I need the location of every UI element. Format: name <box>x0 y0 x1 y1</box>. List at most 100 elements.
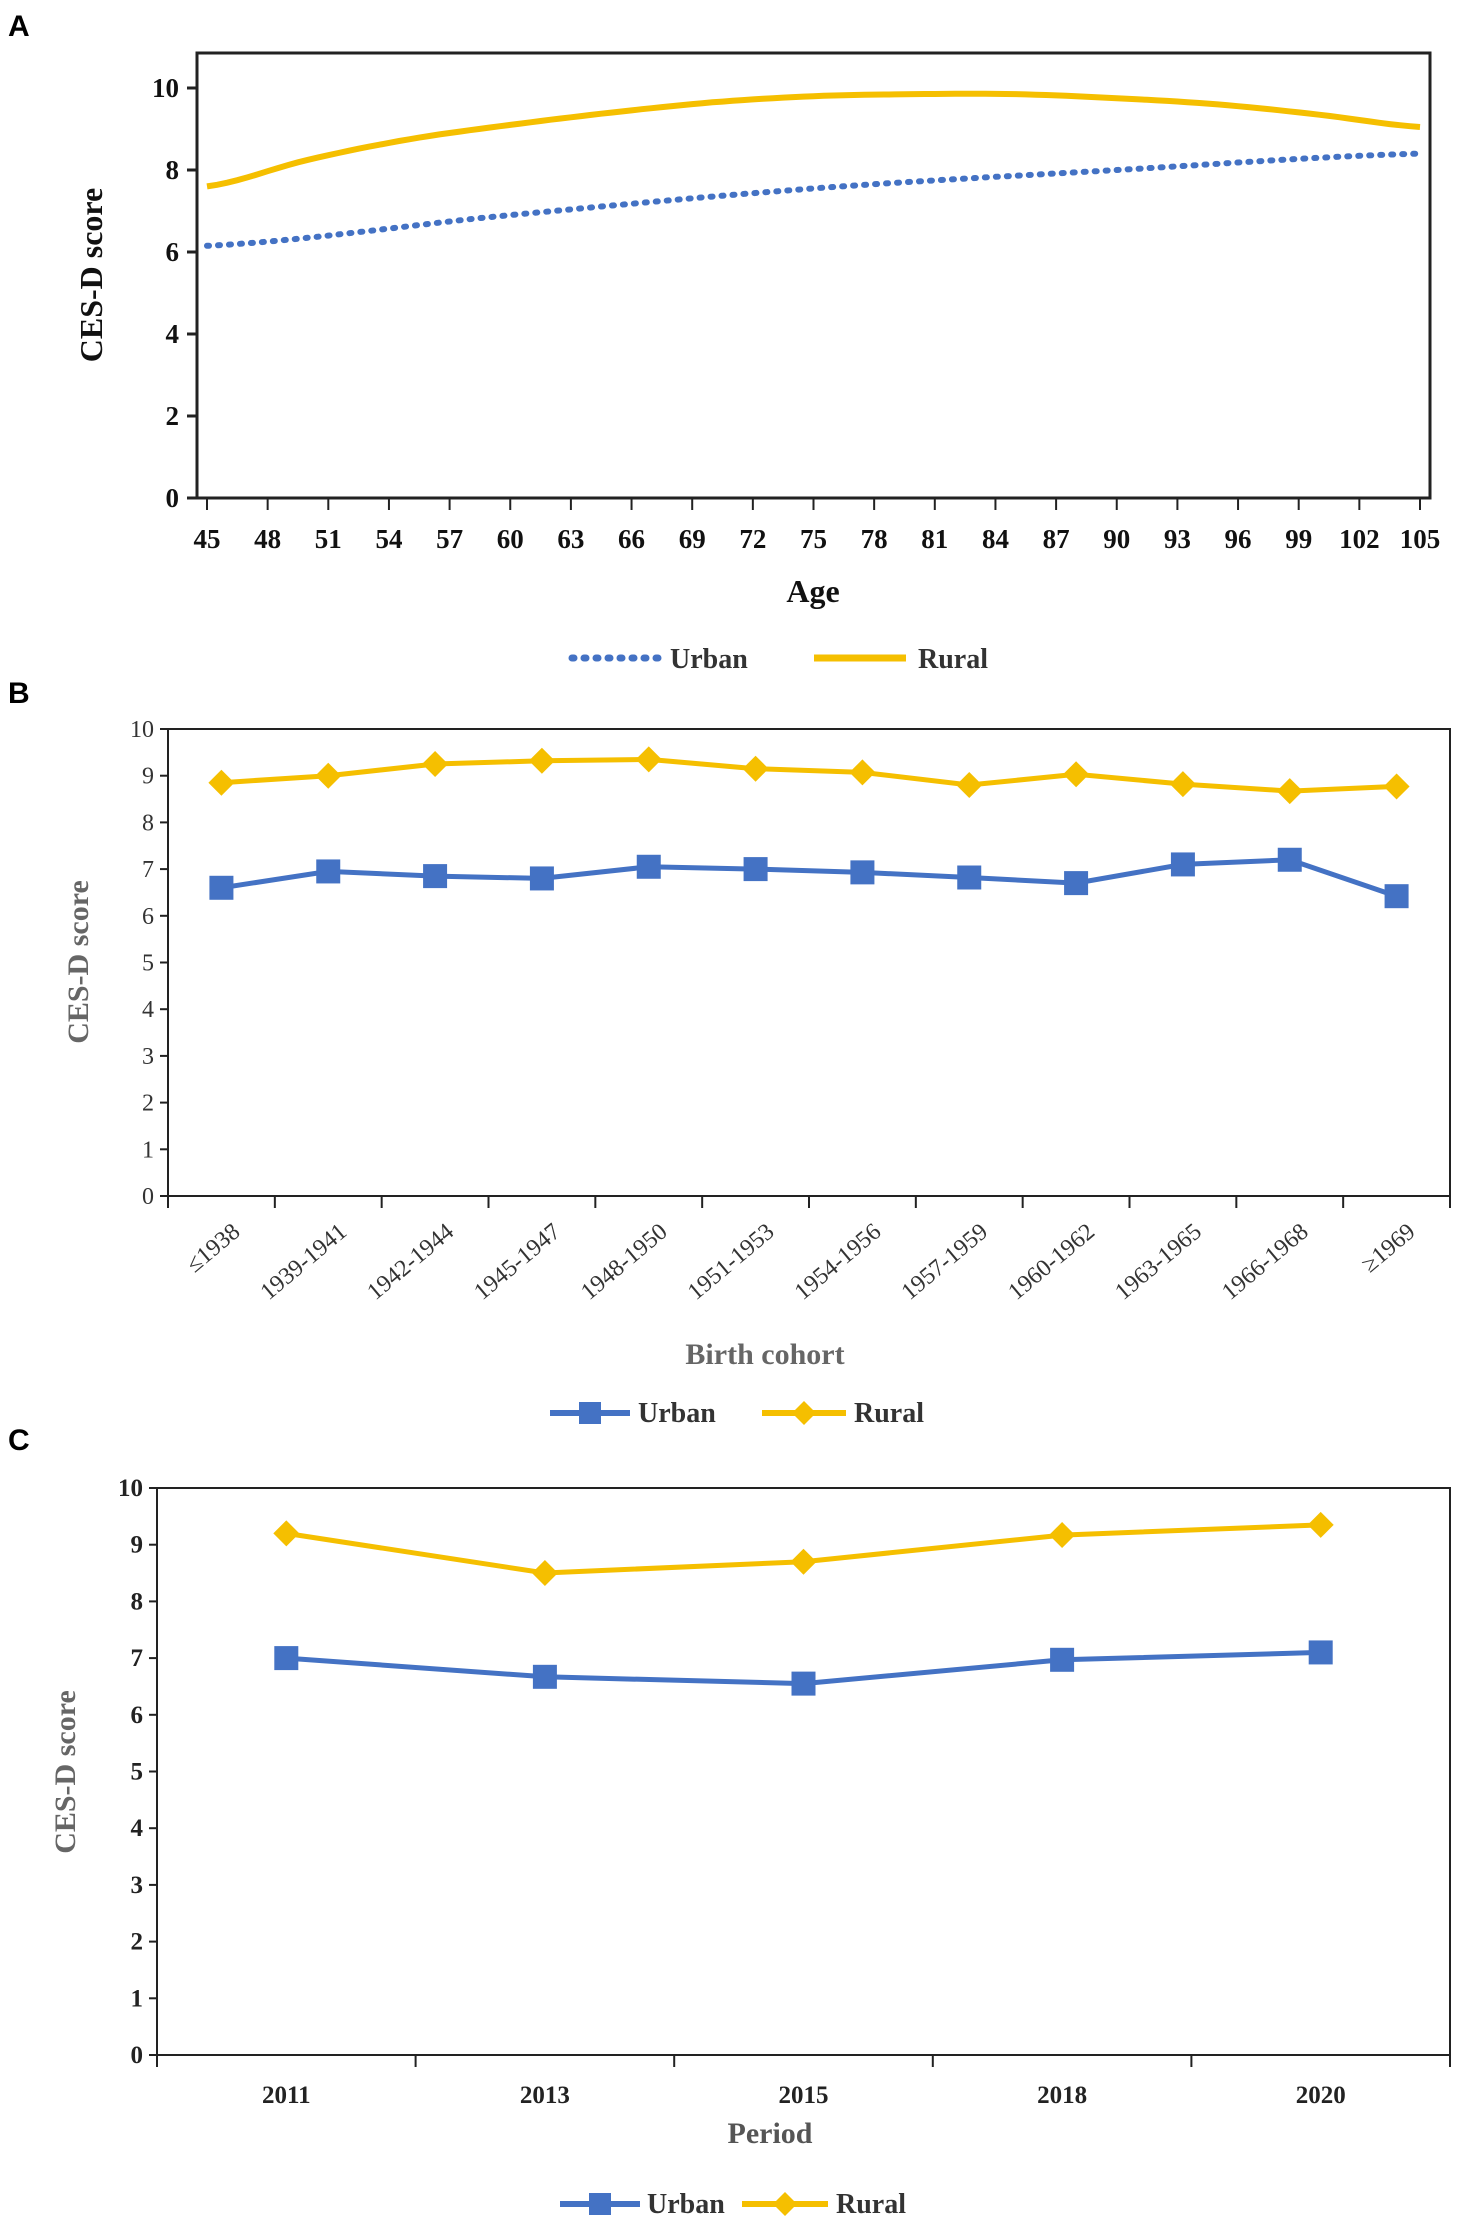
panel-b-plot-frame <box>167 728 1451 1197</box>
panel-a-x-tick-label: 78 <box>861 524 888 554</box>
panel-c-legend: Urban Rural <box>560 2189 906 2220</box>
y-tick-label: 6 <box>131 1702 144 1729</box>
x-tick-label: 1957-1959 <box>897 1219 993 1306</box>
urban-data-point <box>532 1664 557 1689</box>
panel-a-legend-urban-label: Urban <box>670 644 748 675</box>
panel-a-series <box>204 90 1423 249</box>
y-tick-label: 6 <box>142 904 154 930</box>
rural-data-point <box>1169 771 1196 798</box>
x-tick-label: 1939-1941 <box>256 1219 352 1306</box>
x-tick-label: 2015 <box>779 2082 829 2109</box>
y-tick-label: 8 <box>131 1588 144 1615</box>
panel-c-x-axis-title: Period <box>728 2117 813 2150</box>
y-tick-label: 0 <box>142 1184 154 1210</box>
b-rural-series-line <box>221 756 1397 794</box>
panel-a-y-tick-label: 8 <box>166 155 180 185</box>
y-tick-label: 9 <box>142 764 154 790</box>
panel-a-letter: A <box>8 10 30 43</box>
panel-c: C 0 1 2 3 4 5 6 7 8 9 10 2011 2013 2015 2018 2020 CES-… <box>8 1424 1451 2220</box>
rural-data-point <box>956 772 983 799</box>
panel-a-x-tick-label: 87 <box>1043 524 1070 554</box>
panel-a-x-tick-label: 81 <box>921 524 948 554</box>
rural-data-point <box>1307 1511 1334 1538</box>
urban-data-point <box>1064 871 1089 896</box>
panel-a-y-tick-label: 6 <box>166 237 180 267</box>
urban-data-point <box>423 864 448 889</box>
panel-a-x-tick-label: 75 <box>800 524 827 554</box>
legend-rural-diamond-marker <box>792 1401 816 1425</box>
y-tick-label: 7 <box>142 857 154 883</box>
panel-b-legend-urban-label: Urban <box>638 1398 716 1429</box>
panel-c-x-ticks: 2011 2013 2015 2018 2020 <box>156 2055 1451 2109</box>
panel-c-y-axis-title: CES-D score <box>49 1690 82 1854</box>
panel-c-series <box>273 1511 1334 1696</box>
y-tick-label: 10 <box>130 717 154 743</box>
panel-b-legend-rural-label: Rural <box>854 1398 924 1429</box>
panel-a-rural-series-line <box>206 90 1421 190</box>
urban-data-point <box>636 854 661 879</box>
panel-a-x-tick-label: 66 <box>618 524 645 554</box>
x-tick-label: 1966-1968 <box>1217 1219 1313 1306</box>
y-tick-label: 2 <box>142 1091 154 1117</box>
x-tick-label: ≤1938 <box>182 1219 246 1278</box>
panel-b-y-ticks: 0 1 2 3 4 5 6 7 8 9 10 <box>130 717 168 1210</box>
legend-urban-square-marker <box>589 2193 611 2215</box>
x-tick-label: ≥1969 <box>1357 1219 1421 1278</box>
panel-a-x-tick-label: 84 <box>982 524 1009 554</box>
panel-a-x-tick-label: 63 <box>557 524 584 554</box>
panel-a-x-tick-label: 51 <box>315 524 342 554</box>
panel-a-x-tick-label: 45 <box>194 524 221 554</box>
rural-data-point <box>1383 773 1410 800</box>
panel-a-y-tick-label: 0 <box>166 483 180 513</box>
y-tick-label: 3 <box>131 1872 144 1899</box>
rural-data-point <box>528 747 555 774</box>
rural-data-point <box>790 1548 817 1575</box>
rural-data-point <box>742 755 769 782</box>
urban-data-point <box>1308 1640 1333 1665</box>
panel-c-letter: C <box>8 1424 30 1457</box>
y-tick-label: 7 <box>131 1645 144 1672</box>
y-tick-label: 5 <box>131 1759 144 1786</box>
panel-b-x-axis-title: Birth cohort <box>685 1338 844 1371</box>
y-tick-label: 8 <box>142 810 154 836</box>
y-tick-label: 3 <box>142 1044 154 1070</box>
y-tick-label: 9 <box>131 1532 144 1559</box>
x-tick-label: 2020 <box>1296 2082 1346 2109</box>
panel-b-legend: Urban Rural <box>550 1398 924 1429</box>
panel-a-x-tick-label: 48 <box>254 524 281 554</box>
panel-a-legend: Urban Rural <box>568 644 988 675</box>
panel-a-y-tick-label: 4 <box>166 319 180 349</box>
panel-a-y-ticks: 0 2 4 6 8 10 <box>152 73 197 513</box>
urban-data-point <box>529 866 554 891</box>
y-tick-label: 5 <box>142 951 154 977</box>
panel-b-y-axis-title: CES-D score <box>62 880 95 1044</box>
x-tick-label: 1960-1962 <box>1004 1219 1100 1306</box>
rural-data-point <box>208 769 235 796</box>
urban-data-point <box>316 859 341 884</box>
urban-data-point <box>957 865 982 890</box>
legend-urban-square-marker <box>579 1402 601 1424</box>
x-tick-label: 1963-1965 <box>1110 1219 1206 1306</box>
y-tick-label: 0 <box>131 2042 144 2069</box>
panel-b-x-ticks: ≤1938 1939-1941 1942-1944 1945-1947 1948-195… <box>167 1196 1451 1306</box>
rural-data-point <box>422 751 449 778</box>
panel-a-plot-frame <box>195 51 1432 500</box>
urban-data-point <box>1277 847 1302 872</box>
x-tick-label: 1954-1956 <box>790 1219 886 1306</box>
urban-data-point <box>1050 1647 1075 1672</box>
urban-data-point <box>209 875 234 900</box>
legend-rural-diamond-marker <box>773 2192 797 2216</box>
panel-a-x-ticks: 45 48 51 54 57 60 63 66 69 72 75 78 81 84 87 90 93 96 99 10… <box>194 498 1441 554</box>
panel-a: A 0 2 4 6 8 10 45 48 51 54 57 60 63 66 69 72 75 78 81 84 87… <box>8 10 1440 675</box>
y-tick-label: 10 <box>118 1475 143 1502</box>
panel-a-x-tick-label: 105 <box>1400 524 1441 554</box>
panel-b-series <box>208 746 1410 909</box>
panel-a-x-tick-label: 69 <box>679 524 706 554</box>
y-tick-label: 4 <box>131 1815 144 1842</box>
x-tick-label: 1951-1953 <box>683 1219 779 1306</box>
rural-data-point <box>315 762 342 789</box>
panel-a-x-tick-label: 72 <box>739 524 766 554</box>
urban-data-point <box>791 1671 816 1696</box>
panel-a-y-axis-title: CES-D score <box>73 188 109 363</box>
